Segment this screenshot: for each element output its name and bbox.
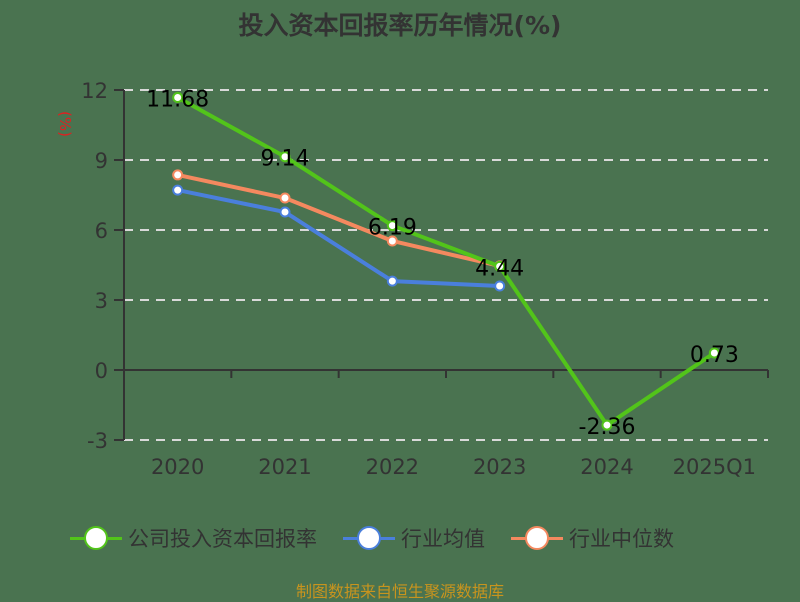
x-tick-label: 2024: [580, 455, 633, 479]
data-label: 4.44: [475, 256, 524, 281]
data-point: [279, 192, 291, 204]
data-label: -2.36: [579, 415, 636, 440]
gridlines: [124, 89, 768, 441]
data-label: 0.73: [690, 343, 739, 368]
series-line: [176, 95, 716, 428]
data-point: [708, 347, 720, 359]
y-tick-label: 12: [81, 79, 108, 103]
legend-marker-icon: [70, 525, 122, 551]
data-source-note: 制图数据来自恒生聚源数据库: [295, 582, 504, 601]
data-point: [386, 275, 398, 287]
y-tick-label: 9: [95, 149, 108, 173]
data-point: [279, 151, 291, 163]
data-point: [386, 220, 398, 232]
x-tick-label: 2025Q1: [673, 455, 756, 479]
axes: 12 9 6 3 0 -3 2020 2021 2022 2023 2024 2025Q1: [81, 79, 769, 479]
legend-marker-icon: [511, 525, 563, 551]
data-label: 11.68: [146, 87, 209, 112]
x-tick-label: 2020: [151, 455, 204, 479]
legend-item-industry-avg[interactable]: 行业均值: [343, 523, 485, 553]
legend-label: 公司投入资本回报率: [128, 527, 317, 551]
y-tick-label: 0: [95, 359, 108, 383]
data-point: [601, 419, 613, 431]
x-tick-label: 2021: [258, 455, 311, 479]
data-label: 9.14: [261, 147, 310, 172]
data-label: 6.19: [368, 216, 417, 241]
legend-label: 行业中位数: [569, 527, 674, 551]
legend-item-industry-median[interactable]: 行业中位数: [511, 523, 674, 553]
data-point: [494, 260, 506, 272]
x-tick-label: 2023: [473, 455, 526, 479]
series-line: [177, 172, 501, 268]
series-line: [177, 188, 500, 288]
data-point: [279, 206, 291, 218]
legend-label: 行业均值: [401, 527, 485, 551]
series-lines: [172, 91, 720, 431]
data-point: [172, 169, 184, 181]
data-point: [386, 235, 398, 247]
data-point: [172, 184, 184, 196]
y-tick-label: 3: [95, 289, 108, 313]
legend-marker-icon: [343, 525, 395, 551]
x-tick-label: 2022: [366, 455, 419, 479]
y-tick-label: 6: [95, 219, 108, 243]
y-tick-label: -3: [87, 429, 108, 453]
data-point: [494, 280, 506, 292]
data-labels: 11.68 9.14 6.19 4.44 -2.36 0.73: [146, 87, 739, 440]
legend: 公司投入资本回报率 行业均值 行业中位数: [70, 520, 700, 556]
chart-title: 投入资本回报率历年情况(%): [238, 11, 562, 40]
data-point: [172, 91, 184, 103]
legend-item-company[interactable]: 公司投入资本回报率: [70, 523, 317, 553]
